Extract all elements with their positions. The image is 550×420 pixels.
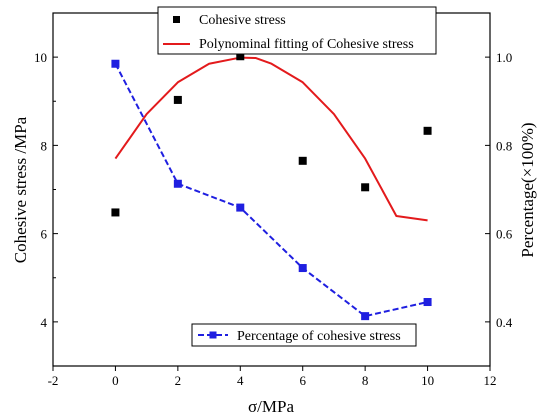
- x-tick-label: 4: [237, 373, 244, 388]
- right-y-axis-ticks: 0.4 0.6 0.8 1.0: [485, 50, 513, 330]
- legend-cohesive-marker: [173, 16, 180, 23]
- cohesive-point: [298, 156, 307, 165]
- x-tick-label: -2: [48, 373, 59, 388]
- x-tick-label: 10: [421, 373, 434, 388]
- legend-cohesive-label: Cohesive stress: [199, 13, 286, 28]
- x-axis-ticks: -2 0 2 4 6 8 10 12: [48, 366, 497, 388]
- legend-bottom: Percentage of cohesive stress: [191, 323, 417, 347]
- cohesive-point: [423, 126, 432, 135]
- fit-curve-layer: [114, 56, 428, 222]
- percentage-point: [361, 312, 370, 321]
- right-y-tick-label: 0.8: [496, 138, 512, 153]
- right-y-axis-title: Percentage(×100%): [518, 122, 537, 257]
- left-y-tick-label: 6: [41, 227, 48, 242]
- cohesive-point: [361, 183, 370, 192]
- percentage-series-line: [114, 63, 428, 318]
- percentage-point: [111, 59, 120, 68]
- right-y-tick-label: 0.4: [496, 315, 513, 330]
- legend-bottom-box: [191, 323, 417, 347]
- legend-percentage-marker: [209, 331, 217, 339]
- cohesive-point: [173, 95, 182, 104]
- x-tick-label: 8: [362, 373, 369, 388]
- cohesive-layer: [111, 52, 432, 217]
- right-y-tick-label: 0.6: [496, 227, 513, 242]
- cohesive-point: [236, 52, 245, 61]
- left-y-tick-label: 8: [41, 138, 48, 153]
- legend-percentage-label: Percentage of cohesive stress: [237, 329, 401, 344]
- legend-top: Cohesive stress Polynominal fitting of C…: [157, 6, 437, 55]
- fit-series-line: [114, 56, 428, 222]
- left-y-axis-title: Cohesive stress /MPa: [11, 116, 30, 263]
- left-y-axis-ticks: 4 6 8 10: [34, 50, 58, 330]
- x-tick-label: 2: [175, 373, 182, 388]
- percentage-point: [423, 298, 432, 307]
- x-tick-label: 0: [112, 373, 119, 388]
- x-tick-label: 6: [299, 373, 306, 388]
- percentage-point: [173, 179, 182, 188]
- percentage-point: [298, 264, 307, 273]
- legend-fit-label: Polynominal fitting of Cohesive stress: [199, 37, 414, 52]
- left-y-tick-label: 4: [41, 315, 48, 330]
- percentage-point: [236, 203, 245, 212]
- cohesive-point: [111, 208, 120, 217]
- percentage-layer: [111, 59, 432, 321]
- x-axis-title: σ/MPa: [248, 397, 294, 416]
- right-y-tick-label: 1.0: [496, 50, 512, 65]
- left-y-tick-label: 10: [34, 50, 47, 65]
- x-tick-label: 12: [484, 373, 497, 388]
- legend-top-box: [157, 6, 437, 55]
